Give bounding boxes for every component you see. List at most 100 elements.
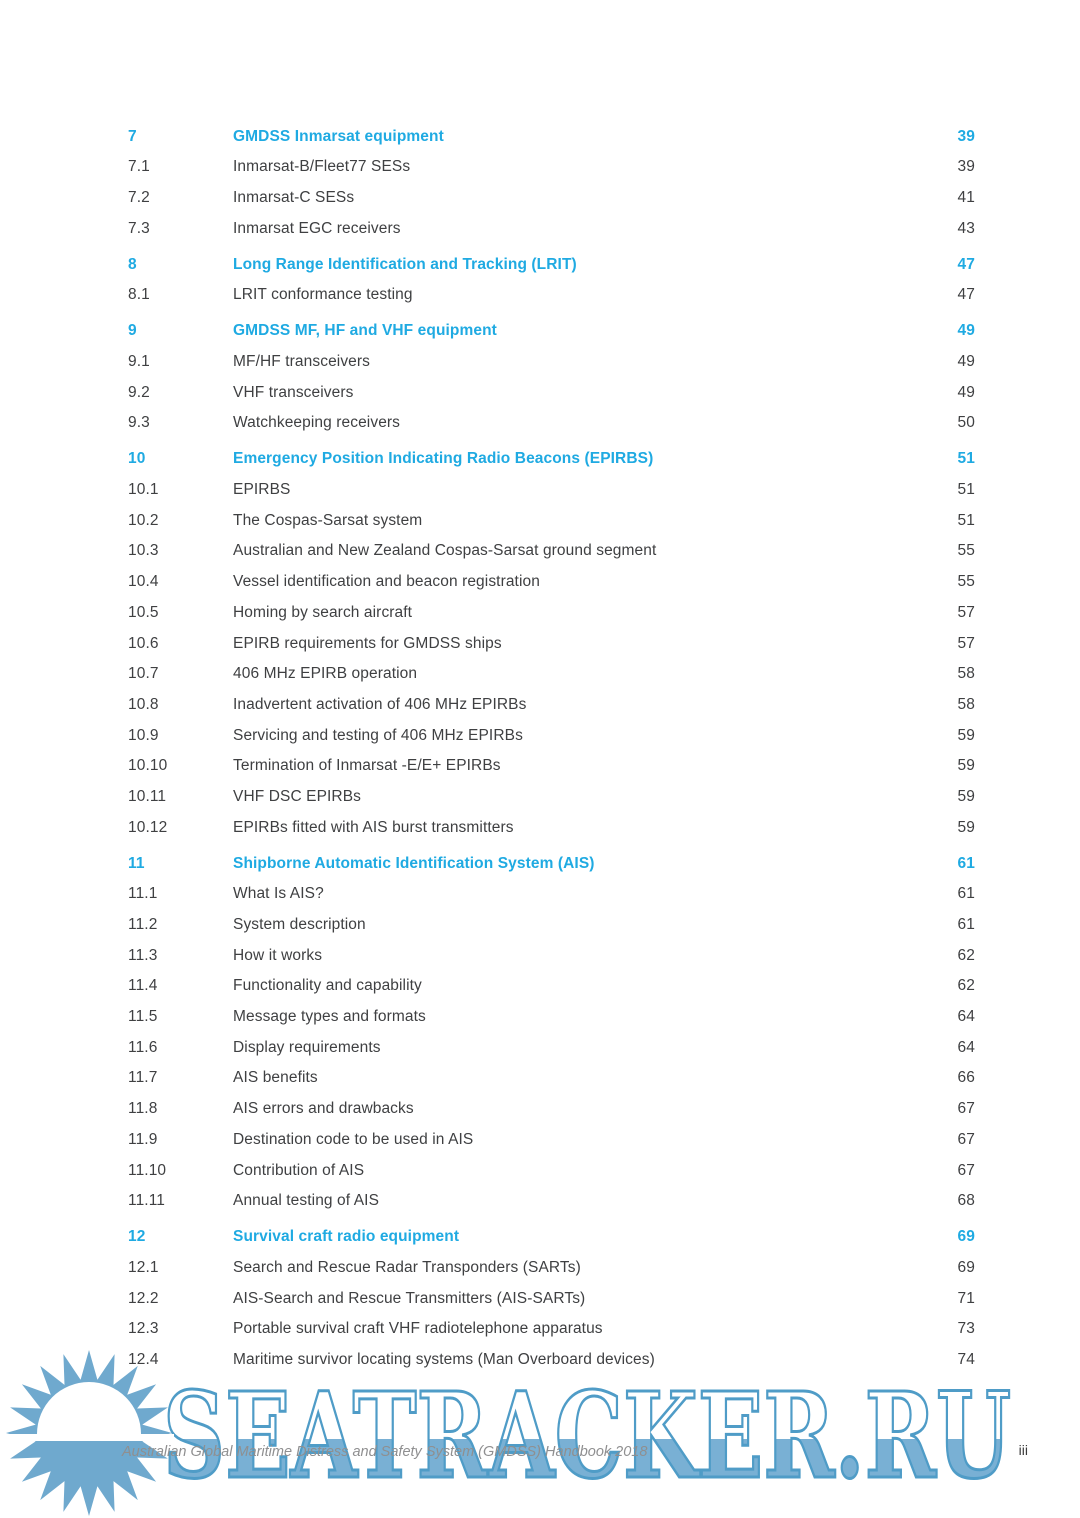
toc-page-number: 61: [957, 854, 975, 872]
toc-section-number: 10.4: [128, 573, 159, 591]
toc-page-number: 59: [957, 726, 975, 744]
toc-row: 11.7 AIS benefits 66: [128, 1063, 975, 1094]
toc-row: 8.1 LRIT conformance testing 47: [128, 280, 975, 311]
toc-entry-title: MF/HF transceivers: [233, 353, 371, 371]
toc-section-number: 10.6: [128, 634, 159, 652]
toc-page-number: 51: [957, 450, 975, 468]
toc-row: 12 Survival craft radio equipment 69: [128, 1222, 975, 1253]
toc-entry-title: GMDSS MF, HF and VHF equipment: [233, 322, 497, 340]
toc-entry-title: Inmarsat EGC receivers: [233, 219, 401, 237]
toc-page-number: 67: [957, 1161, 975, 1179]
toc-section-number: 11.10: [128, 1161, 167, 1179]
toc-row: 9 GMDSS MF, HF and VHF equipment 49: [128, 316, 975, 347]
toc-entry-title: Inmarsat-B/Fleet77 SESs: [233, 158, 411, 176]
toc-section-number: 10.11: [128, 787, 167, 805]
toc-row: 10.11 VHF DSC EPIRBs 59: [128, 782, 975, 813]
toc-entry-title: VHF DSC EPIRBs: [233, 787, 362, 805]
toc-entry-title: AIS-Search and Rescue Transmitters (AIS-…: [233, 1289, 586, 1307]
toc-row: 10.1 EPIRBS 51: [128, 475, 975, 506]
toc-page-number: 47: [957, 255, 975, 273]
toc-row: 9.1 MF/HF transceivers 49: [128, 347, 975, 378]
toc-entry-title: EPIRBs fitted with AIS burst transmitter…: [233, 818, 514, 836]
toc-page-number: 57: [957, 603, 975, 621]
toc-row: 12.3 Portable survival craft VHF radiote…: [128, 1314, 975, 1345]
footer-page-number: iii: [1018, 1442, 1028, 1458]
toc-entry-title: 406 MHz EPIRB operation: [233, 665, 418, 683]
toc-entry-title: Vessel identification and beacon registr…: [233, 573, 540, 591]
toc-row: 11.9 Destination code to be used in AIS …: [128, 1124, 975, 1155]
toc-page-number: 66: [957, 1069, 975, 1087]
toc-row: 11.2 System description 61: [128, 910, 975, 941]
toc-row: 9.2 VHF transceivers 49: [128, 377, 975, 408]
toc-row: 10.12 EPIRBs fitted with AIS burst trans…: [128, 812, 975, 843]
toc-row: 7.3 Inmarsat EGC receivers 43: [128, 213, 975, 244]
toc-page-number: 62: [957, 946, 975, 964]
toc-row: 12.4 Maritime survivor locating systems …: [128, 1345, 975, 1376]
toc-section-number: 9.3: [128, 414, 150, 432]
toc-entry-title: Functionality and capability: [233, 977, 422, 995]
toc-entry-title: System description: [233, 916, 366, 934]
toc-page-number: 61: [957, 916, 975, 934]
toc-section-number: 10.1: [128, 481, 159, 499]
toc-page-number: 71: [957, 1289, 975, 1307]
toc-section-number: 10.7: [128, 665, 159, 683]
toc-entry-title: GMDSS Inmarsat equipment: [233, 127, 444, 145]
toc-page-number: 39: [957, 127, 975, 145]
toc-entry-title: Inmarsat-C SESs: [233, 189, 355, 207]
toc-section-number: 11.2: [128, 916, 158, 934]
table-of-contents: 7 GMDSS Inmarsat equipment 39 7.1 Inmars…: [128, 116, 975, 1375]
toc-page-number: 58: [957, 695, 975, 713]
toc-page-number: 61: [957, 885, 975, 903]
toc-entry-title: Destination code to be used in AIS: [233, 1130, 474, 1148]
toc-row: 10 Emergency Position Indicating Radio B…: [128, 444, 975, 475]
toc-page-number: 64: [957, 1008, 975, 1026]
toc-entry-title: Homing by search aircraft: [233, 603, 413, 621]
toc-row: 11.11 Annual testing of AIS 68: [128, 1186, 975, 1217]
toc-section-number: 11.8: [128, 1100, 158, 1118]
toc-entry-title: Watchkeeping receivers: [233, 414, 401, 432]
toc-entry-title: Portable survival craft VHF radiotelepho…: [233, 1320, 603, 1338]
toc-section-number: 11.3: [128, 946, 158, 964]
toc-section-number: 12: [128, 1228, 146, 1246]
toc-section-number: 9.2: [128, 383, 150, 401]
watermark-text: SEATRACKER.RU: [163, 1366, 1011, 1505]
toc-page-number: 64: [957, 1038, 975, 1056]
toc-row: 7 GMDSS Inmarsat equipment 39: [128, 121, 975, 152]
toc-entry-title: Termination of Inmarsat -E/E+ EPIRBs: [233, 757, 501, 775]
toc-entry-title: The Cospas-Sarsat system: [233, 511, 423, 529]
toc-row: 10.2 The Cospas-Sarsat system 51: [128, 505, 975, 536]
toc-page-number: 47: [957, 286, 975, 304]
toc-page-number: 57: [957, 634, 975, 652]
toc-page-number: 59: [957, 757, 975, 775]
toc-entry-title: Display requirements: [233, 1038, 381, 1056]
toc-page-number: 49: [957, 383, 975, 401]
toc-row: 10.8 Inadvertent activation of 406 MHz E…: [128, 690, 975, 721]
toc-entry-title: Shipborne Automatic Identification Syste…: [233, 854, 595, 872]
toc-row: 11.1 What Is AIS? 61: [128, 879, 975, 910]
toc-section-number: 11.7: [128, 1069, 158, 1087]
toc-row: 11.10 Contribution of AIS 67: [128, 1155, 975, 1186]
toc-entry-title: EPIRB requirements for GMDSS ships: [233, 634, 502, 652]
toc-row: 11.5 Message types and formats 64: [128, 1002, 975, 1033]
toc-section-number: 7.3: [128, 219, 150, 237]
toc-page-number: 55: [957, 542, 975, 560]
toc-page-number: 51: [957, 481, 975, 499]
toc-page-number: 50: [957, 414, 975, 432]
toc-entry-title: Message types and formats: [233, 1008, 426, 1026]
toc-row: 11.3 How it works 62: [128, 940, 975, 971]
toc-page-number: 49: [957, 353, 975, 371]
toc-section-number: 10.8: [128, 695, 159, 713]
toc-row: 10.4 Vessel identification and beacon re…: [128, 567, 975, 598]
toc-section-number: 7.1: [128, 158, 150, 176]
toc-entry-title: Maritime survivor locating systems (Man …: [233, 1350, 655, 1368]
toc-section-number: 11.9: [128, 1130, 158, 1148]
toc-entry-title: Emergency Position Indicating Radio Beac…: [233, 450, 654, 468]
toc-section-number: 11.1: [128, 885, 158, 903]
toc-section-number: 9: [128, 322, 137, 340]
toc-entry-title: What Is AIS?: [233, 885, 324, 903]
toc-page-number: 69: [957, 1228, 975, 1246]
toc-entry-title: Contribution of AIS: [233, 1161, 365, 1179]
toc-section-number: 8: [128, 255, 137, 273]
toc-page-number: 68: [957, 1192, 975, 1210]
